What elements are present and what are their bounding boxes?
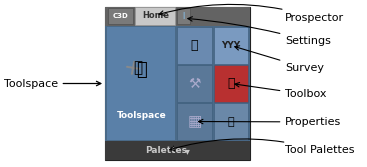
Bar [177, 103, 212, 140]
Text: Toolbox: Toolbox [235, 82, 327, 99]
Text: Toolspace: Toolspace [4, 78, 101, 89]
Bar [214, 103, 248, 140]
Text: ✕: ✕ [121, 56, 146, 81]
Text: Properties: Properties [199, 117, 342, 127]
Text: 🖥: 🖥 [228, 117, 234, 127]
Text: Prospector: Prospector [159, 4, 345, 23]
Bar [214, 27, 248, 64]
Bar [105, 7, 250, 160]
Text: ▦: ▦ [187, 114, 202, 129]
Bar [177, 27, 212, 64]
Text: ⚒: ⚒ [188, 76, 201, 91]
Text: 🔧: 🔧 [136, 61, 147, 79]
Text: C3D: C3D [113, 13, 128, 19]
Text: Settings: Settings [188, 17, 331, 46]
Text: Toolspace: Toolspace [116, 111, 166, 120]
Bar [214, 65, 248, 102]
Bar [107, 27, 175, 140]
Text: Home: Home [142, 11, 169, 20]
Bar [105, 7, 250, 26]
Text: ▾: ▾ [185, 147, 190, 156]
Bar [177, 8, 190, 24]
Text: Palettes: Palettes [145, 146, 187, 155]
Text: Survey: Survey [235, 46, 324, 73]
Text: 🧰: 🧰 [227, 77, 235, 90]
Bar [108, 8, 133, 24]
Bar [177, 65, 212, 102]
Text: Tool Palettes: Tool Palettes [170, 139, 355, 155]
Bar [105, 141, 250, 160]
Text: 🔨: 🔨 [133, 60, 142, 75]
Bar [135, 7, 175, 25]
Text: YYY: YYY [221, 41, 240, 50]
Bar [105, 26, 250, 141]
Text: 🗄: 🗄 [191, 39, 198, 52]
Text: I: I [183, 12, 185, 21]
